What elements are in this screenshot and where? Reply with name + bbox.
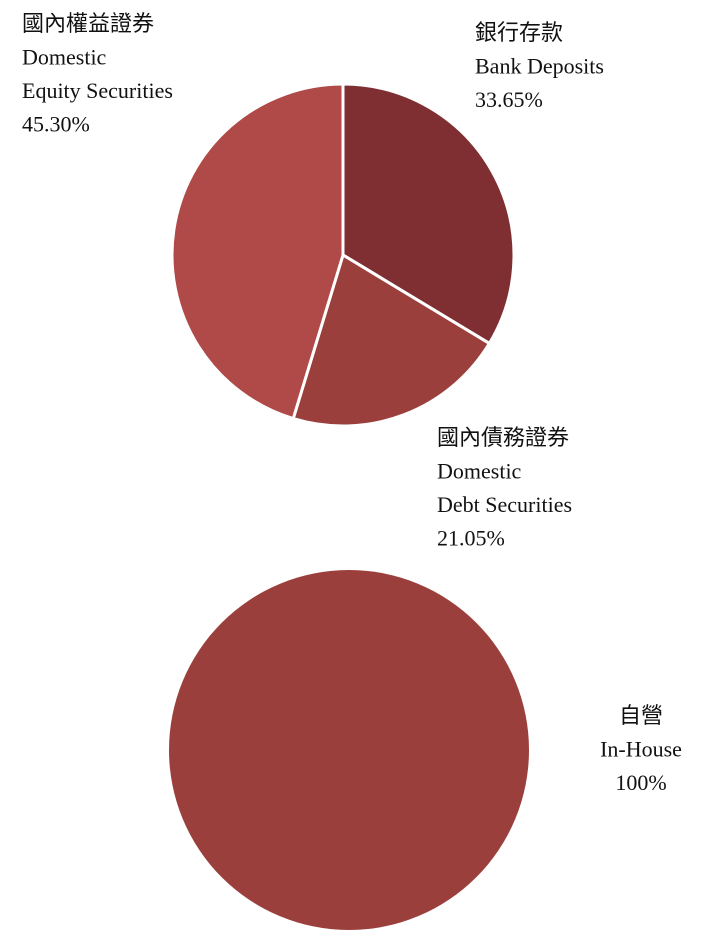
value-label: 45.30% (22, 112, 90, 137)
slice-label: Equity Securities (22, 78, 173, 103)
pie-slice (291, 253, 491, 428)
slice-label: 國內權益證券 (22, 11, 154, 36)
slice-label: 銀行存款 (475, 20, 563, 45)
slice-label: 國內債務證券 (437, 425, 569, 450)
value-label: 33.65% (475, 87, 543, 112)
pie-slice (169, 570, 529, 930)
value-label: 100% (615, 770, 666, 795)
value-label: 21.05% (437, 526, 505, 551)
pie-slice (170, 82, 345, 421)
slice-label: Domestic (22, 45, 107, 70)
slice-label: Domestic (437, 459, 522, 484)
slice-label: Debt Securities (437, 492, 572, 517)
slice-label: 自營 (619, 703, 663, 728)
slice-label: Bank Deposits (475, 54, 604, 79)
pie-slice (341, 82, 516, 345)
slice-label: In-House (600, 737, 682, 762)
